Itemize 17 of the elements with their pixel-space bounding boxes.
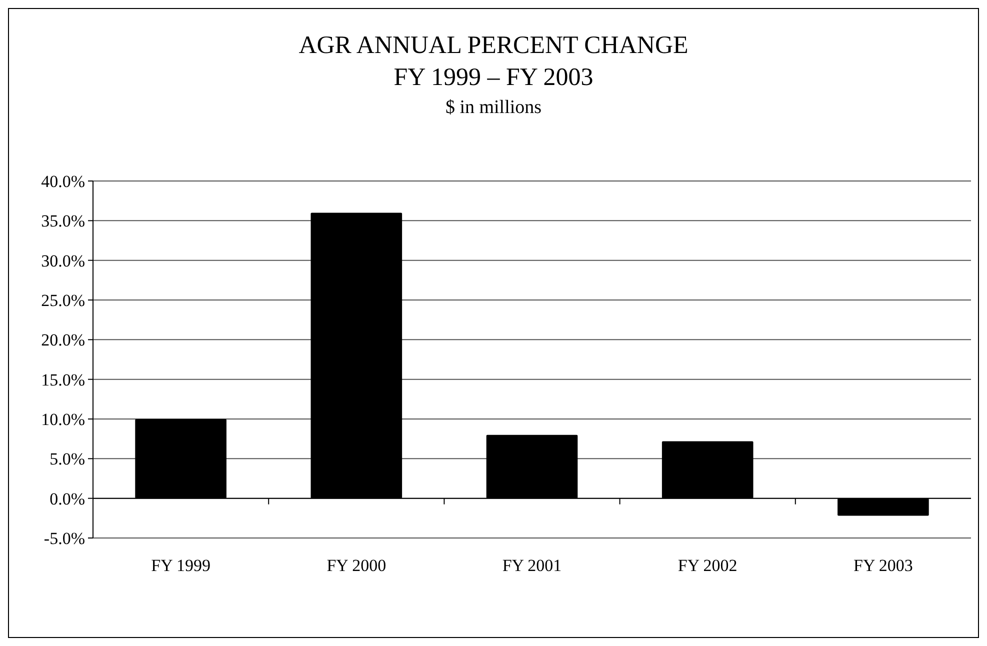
chart-subtitle: $ in millions (445, 97, 542, 118)
y-tick-label: 20.0% (41, 330, 85, 350)
y-tick-label: 30.0% (41, 251, 85, 270)
y-tick-label: 15.0% (41, 370, 85, 390)
y-tick-label: 35.0% (41, 212, 85, 231)
y-tick-label: 0.0% (50, 489, 85, 508)
x-tick-label: FY 2001 (502, 556, 562, 575)
y-tick-label: 25.0% (41, 290, 85, 310)
x-tick-label: FY 2000 (326, 556, 386, 575)
x-tick-label: FY 2003 (854, 556, 913, 575)
chart-title: AGR ANNUAL PERCENT CHANGE FY 1999 – FY 2003 (298, 32, 688, 91)
y-tick-label: 10.0% (41, 410, 85, 429)
y-tick-label: -5.0% (44, 528, 85, 548)
x-tick-label: FY 1999 (151, 556, 210, 575)
x-tick-label: FY 2002 (678, 556, 738, 575)
y-tick-label: 5.0% (50, 450, 85, 469)
y-tick-label: 40.0% (41, 172, 85, 191)
